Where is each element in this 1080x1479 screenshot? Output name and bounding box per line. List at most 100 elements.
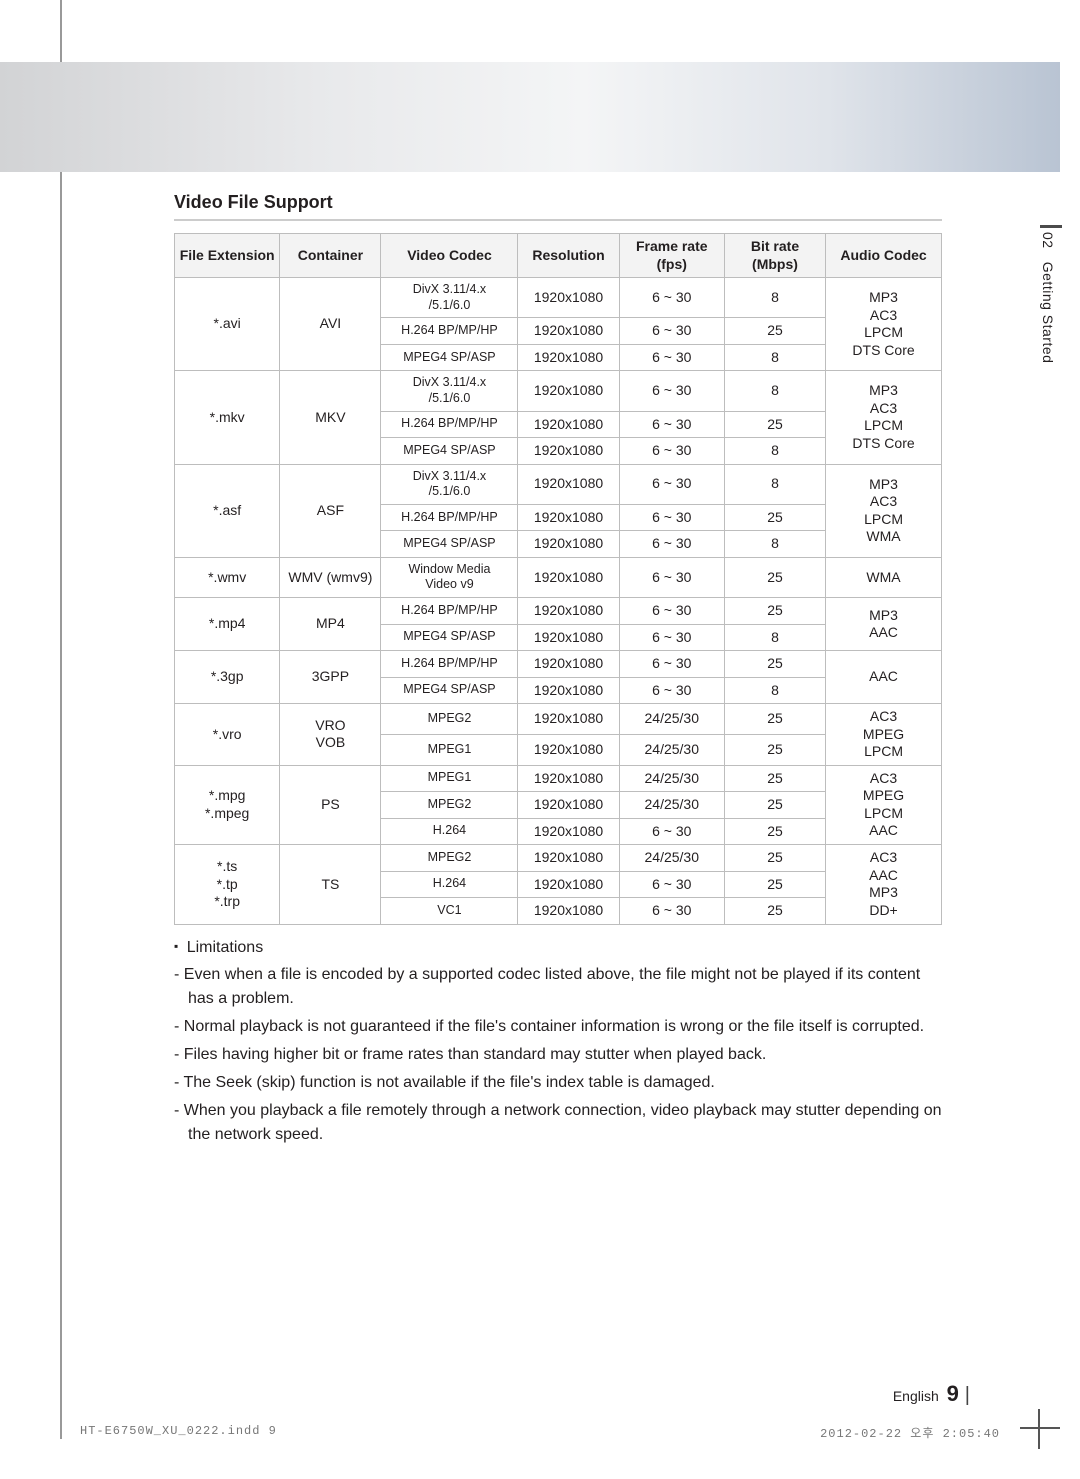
cell-framerate: 6 ~ 30 bbox=[619, 411, 724, 438]
table-row: *.mkvMKVDivX 3.11/4.x/5.1/6.01920x10806 … bbox=[175, 371, 942, 411]
table-body: *.aviAVIDivX 3.11/4.x/5.1/6.01920x10806 … bbox=[175, 278, 942, 925]
cell-video-codec: MPEG4 SP/ASP bbox=[381, 624, 518, 651]
cell-audio-codec: AAC bbox=[826, 651, 942, 704]
limitation-item: - Even when a file is encoded by a suppo… bbox=[174, 963, 942, 1011]
cell-framerate: 6 ~ 30 bbox=[619, 677, 724, 704]
cell-video-codec: MPEG4 SP/ASP bbox=[381, 531, 518, 558]
cell-extension: *.3gp bbox=[175, 651, 280, 704]
cell-framerate: 24/25/30 bbox=[619, 765, 724, 792]
cell-bitrate: 25 bbox=[724, 734, 825, 765]
cell-bitrate: 25 bbox=[724, 598, 825, 625]
cell-framerate: 6 ~ 30 bbox=[619, 318, 724, 345]
cell-bitrate: 25 bbox=[724, 845, 825, 872]
cell-framerate: 6 ~ 30 bbox=[619, 464, 724, 504]
cell-video-codec: H.264 bbox=[381, 871, 518, 898]
cell-extension: *.mkv bbox=[175, 371, 280, 464]
print-slug-left: HT-E6750W_XU_0222.indd 9 bbox=[80, 1424, 277, 1441]
cell-bitrate: 8 bbox=[724, 464, 825, 504]
cell-resolution: 1920x1080 bbox=[518, 704, 619, 735]
cell-extension: *.mpg*.mpeg bbox=[175, 765, 280, 845]
cell-video-codec: H.264 BP/MP/HP bbox=[381, 598, 518, 625]
cell-framerate: 6 ~ 30 bbox=[619, 557, 724, 597]
cell-resolution: 1920x1080 bbox=[518, 504, 619, 531]
cell-resolution: 1920x1080 bbox=[518, 651, 619, 678]
cell-container: TS bbox=[280, 845, 381, 925]
cell-bitrate: 8 bbox=[724, 531, 825, 558]
side-tab-text: 02 Getting Started bbox=[1040, 232, 1056, 363]
cell-bitrate: 25 bbox=[724, 792, 825, 819]
table-row: *.asfASFDivX 3.11/4.x/5.1/6.01920x10806 … bbox=[175, 464, 942, 504]
cell-extension: *.vro bbox=[175, 704, 280, 766]
cell-container: MKV bbox=[280, 371, 381, 464]
cell-resolution: 1920x1080 bbox=[518, 734, 619, 765]
side-chapter: 02 bbox=[1040, 232, 1056, 249]
cell-audio-codec: MP3AC3LPCMWMA bbox=[826, 464, 942, 557]
side-tab: 02 Getting Started bbox=[1040, 225, 1062, 363]
cell-resolution: 1920x1080 bbox=[518, 344, 619, 371]
cell-resolution: 1920x1080 bbox=[518, 438, 619, 465]
cell-framerate: 6 ~ 30 bbox=[619, 504, 724, 531]
cell-resolution: 1920x1080 bbox=[518, 677, 619, 704]
cell-video-codec: Window MediaVideo v9 bbox=[381, 557, 518, 597]
footer-lang: English bbox=[893, 1388, 939, 1404]
print-slug-right: 2012-02-22 오후 2:05:40 bbox=[820, 1424, 1000, 1441]
cell-video-codec: MPEG4 SP/ASP bbox=[381, 344, 518, 371]
cell-resolution: 1920x1080 bbox=[518, 278, 619, 318]
cell-video-codec: H.264 BP/MP/HP bbox=[381, 411, 518, 438]
cell-framerate: 6 ~ 30 bbox=[619, 624, 724, 651]
cell-framerate: 6 ~ 30 bbox=[619, 651, 724, 678]
cell-audio-codec: MP3AAC bbox=[826, 598, 942, 651]
cell-bitrate: 25 bbox=[724, 765, 825, 792]
cell-bitrate: 25 bbox=[724, 818, 825, 845]
cell-resolution: 1920x1080 bbox=[518, 871, 619, 898]
cell-bitrate: 8 bbox=[724, 677, 825, 704]
footer-pipe: | bbox=[965, 1384, 970, 1406]
cell-resolution: 1920x1080 bbox=[518, 411, 619, 438]
cell-video-codec: H.264 BP/MP/HP bbox=[381, 651, 518, 678]
cell-framerate: 24/25/30 bbox=[619, 734, 724, 765]
cell-bitrate: 25 bbox=[724, 898, 825, 925]
cell-extension: *.avi bbox=[175, 278, 280, 371]
limitations-title-text: Limitations bbox=[187, 939, 263, 956]
limitations-title: ▪ Limitations bbox=[174, 939, 942, 957]
cell-resolution: 1920x1080 bbox=[518, 531, 619, 558]
table-row: *.mp4MP4H.264 BP/MP/HP1920x10806 ~ 3025M… bbox=[175, 598, 942, 625]
cell-resolution: 1920x1080 bbox=[518, 464, 619, 504]
th-bit: Bit rate(Mbps) bbox=[724, 234, 825, 278]
header-banner bbox=[0, 62, 1060, 172]
cell-container: VROVOB bbox=[280, 704, 381, 766]
cell-framerate: 6 ~ 30 bbox=[619, 278, 724, 318]
limitation-item: - Files having higher bit or frame rates… bbox=[174, 1043, 942, 1067]
cell-video-codec: MPEG2 bbox=[381, 792, 518, 819]
cell-extension: *.ts*.tp*.trp bbox=[175, 845, 280, 925]
video-support-table: File Extension Container Video Codec Res… bbox=[174, 233, 942, 925]
page-content: Video File Support File Extension Contai… bbox=[174, 192, 942, 1151]
cell-video-codec: MPEG2 bbox=[381, 845, 518, 872]
cell-container: WMV (wmv9) bbox=[280, 557, 381, 597]
cell-resolution: 1920x1080 bbox=[518, 557, 619, 597]
crop-marks bbox=[1020, 1409, 1060, 1449]
cell-framerate: 6 ~ 30 bbox=[619, 344, 724, 371]
cell-video-codec: MPEG4 SP/ASP bbox=[381, 677, 518, 704]
cell-resolution: 1920x1080 bbox=[518, 598, 619, 625]
table-row: *.aviAVIDivX 3.11/4.x/5.1/6.01920x10806 … bbox=[175, 278, 942, 318]
cell-resolution: 1920x1080 bbox=[518, 818, 619, 845]
bleed-mark-left bbox=[60, 0, 62, 1439]
cell-bitrate: 8 bbox=[724, 438, 825, 465]
cell-bitrate: 8 bbox=[724, 624, 825, 651]
cell-video-codec: MPEG1 bbox=[381, 765, 518, 792]
cell-framerate: 24/25/30 bbox=[619, 704, 724, 735]
print-slug: HT-E6750W_XU_0222.indd 9 2012-02-22 오후 2… bbox=[80, 1424, 1000, 1441]
cell-framerate: 6 ~ 30 bbox=[619, 531, 724, 558]
bullet-icon: ▪ bbox=[174, 939, 178, 953]
cell-audio-codec: AC3AACMP3DD+ bbox=[826, 845, 942, 925]
cell-extension: *.mp4 bbox=[175, 598, 280, 651]
th-fps: Frame rate(fps) bbox=[619, 234, 724, 278]
cell-framerate: 6 ~ 30 bbox=[619, 438, 724, 465]
cell-bitrate: 25 bbox=[724, 504, 825, 531]
cell-resolution: 1920x1080 bbox=[518, 318, 619, 345]
cell-framerate: 24/25/30 bbox=[619, 792, 724, 819]
table-row: *.vroVROVOBMPEG21920x108024/25/3025AC3MP… bbox=[175, 704, 942, 735]
cell-resolution: 1920x1080 bbox=[518, 624, 619, 651]
cell-extension: *.wmv bbox=[175, 557, 280, 597]
